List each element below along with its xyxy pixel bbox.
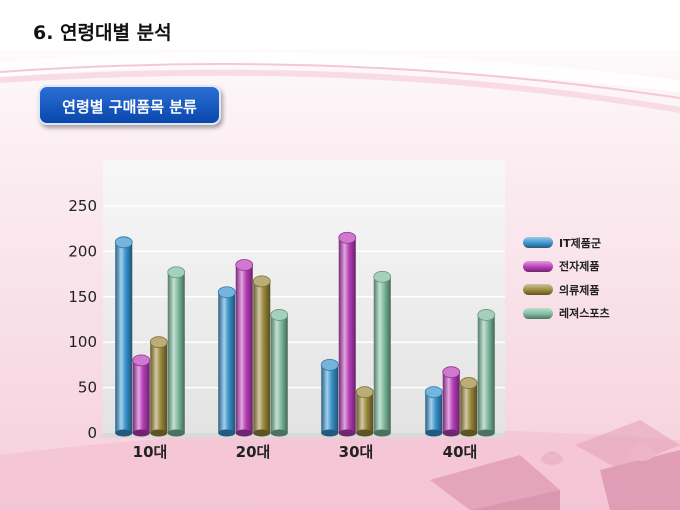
legend-item: 의류제품 — [523, 278, 610, 302]
y-tick-label: 250 — [68, 197, 97, 215]
y-tick-label: 50 — [78, 379, 97, 397]
slide-title: 6. 연령대별 분석 — [33, 22, 172, 44]
legend-label: 레져스포츠 — [559, 307, 610, 321]
y-tick-label: 200 — [68, 242, 97, 260]
y-tick-label: 150 — [68, 288, 97, 306]
bar — [320, 358, 339, 437]
bar — [235, 259, 254, 437]
bar — [149, 336, 168, 437]
bar — [442, 366, 461, 437]
bar — [114, 236, 133, 437]
y-tick-label: 100 — [68, 333, 97, 351]
y-tick-label: 0 — [87, 424, 97, 442]
legend-label: 전자제품 — [559, 260, 600, 274]
legend-item: IT제품군 — [523, 231, 610, 255]
x-tick-label: 20대 — [236, 443, 271, 461]
legend-swatch — [523, 307, 553, 319]
bar — [217, 286, 236, 437]
legend-swatch — [523, 260, 553, 272]
legend-label: 의류제품 — [559, 283, 600, 297]
legend-label: IT제품군 — [559, 236, 601, 250]
bar — [132, 354, 151, 437]
legend-item: 레져스포츠 — [523, 302, 610, 326]
bar — [355, 386, 374, 437]
x-tick-label: 10대 — [133, 443, 168, 461]
section-label: 연령별 구매품목 분류 — [38, 85, 221, 125]
bar — [252, 275, 271, 437]
bar — [338, 231, 357, 437]
legend-item: 전자제품 — [523, 255, 610, 279]
bar — [167, 266, 186, 437]
plot-floor — [98, 433, 505, 438]
x-tick-label: 40대 — [443, 443, 478, 461]
bar — [270, 309, 289, 437]
bar — [459, 377, 478, 437]
bar — [373, 270, 392, 437]
bar — [424, 386, 443, 437]
bar — [477, 309, 496, 437]
gift-box-decoration — [430, 420, 680, 510]
legend-swatch — [523, 284, 553, 296]
legend-swatch — [523, 237, 553, 249]
x-tick-label: 30대 — [339, 443, 374, 461]
